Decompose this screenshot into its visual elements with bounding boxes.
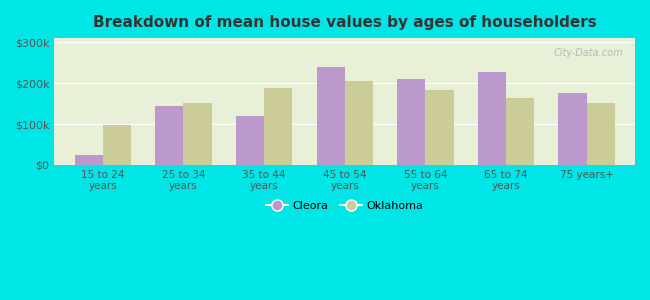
Bar	[155, 106, 183, 165]
Title: Breakdown of mean house values by ages of householders: Breakdown of mean house values by ages o…	[93, 15, 597, 30]
Bar	[183, 103, 212, 165]
Bar	[236, 116, 264, 165]
Bar	[75, 155, 103, 165]
Bar	[103, 125, 131, 165]
Bar	[506, 98, 534, 165]
Bar	[478, 72, 506, 165]
Bar	[586, 103, 615, 165]
Bar	[558, 93, 586, 165]
Text: City-Data.com: City-Data.com	[554, 48, 623, 58]
Bar	[344, 81, 373, 165]
Bar	[264, 88, 292, 165]
Bar	[317, 67, 345, 165]
Bar	[397, 79, 425, 165]
Legend: Cleora, Oklahoma: Cleora, Oklahoma	[262, 196, 428, 215]
Bar	[425, 91, 454, 165]
